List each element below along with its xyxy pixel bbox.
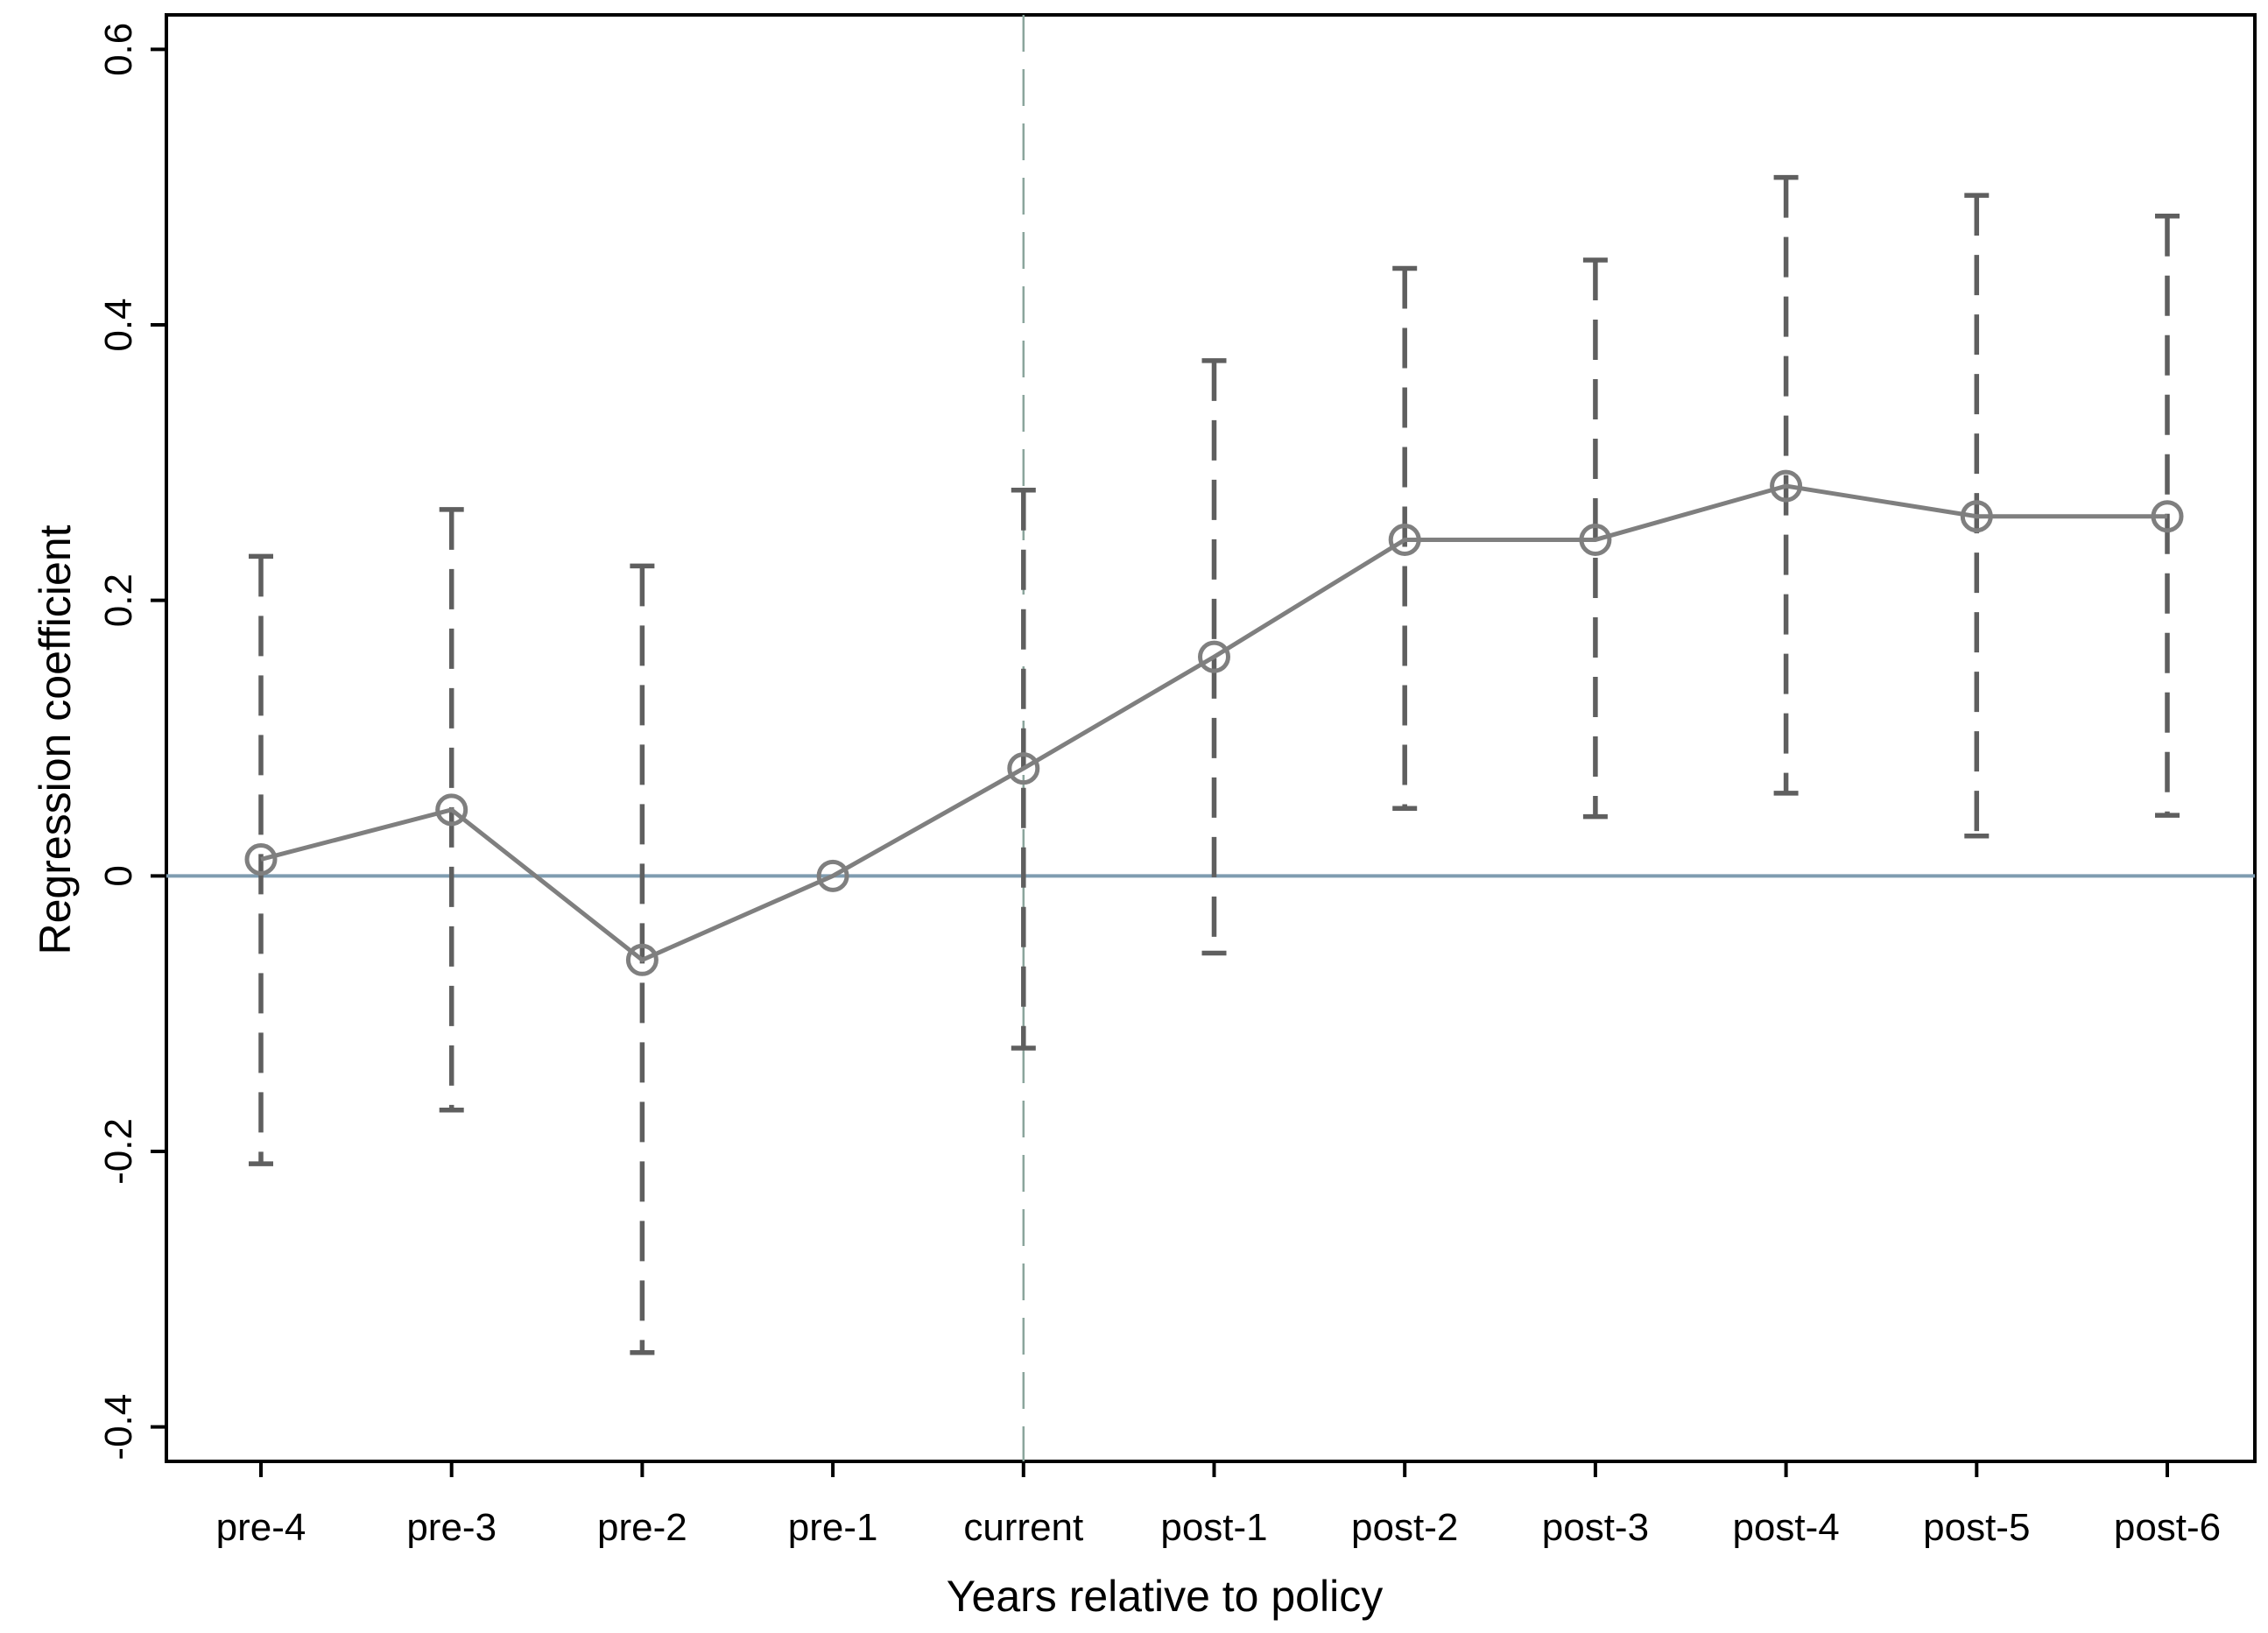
data-point	[2151, 500, 2184, 533]
data-point	[1198, 640, 1230, 673]
reference-lines	[166, 15, 2255, 1461]
data-point	[435, 793, 468, 827]
x-tick-label: pre-2	[597, 1506, 687, 1549]
data-points	[244, 469, 2184, 976]
x-tick-label: current	[963, 1506, 1083, 1549]
y-axis-title: Regression coefficient	[31, 524, 80, 954]
y-tick-label: 0.6	[97, 23, 140, 76]
series-line-group	[260, 483, 2167, 963]
x-tick-label: post-3	[1542, 1506, 1649, 1549]
y-tick-label: -0.4	[97, 1394, 140, 1461]
x-tick-label: post-4	[1732, 1506, 1839, 1549]
x-tick-label: post-1	[1160, 1506, 1267, 1549]
y-tick-label: -0.2	[97, 1118, 140, 1185]
data-point	[625, 943, 659, 976]
x-tick-label: pre-1	[788, 1506, 878, 1549]
data-point	[1007, 752, 1040, 785]
x-axis-title: Years relative to policy	[947, 1572, 1383, 1621]
x-tick-label: post-2	[1351, 1506, 1458, 1549]
data-point	[1388, 523, 1421, 556]
data-point	[244, 842, 278, 876]
data-point	[1770, 469, 1803, 503]
y-axis: -0.4 -0.2 0 0.2 0.4 0.6	[97, 23, 166, 1461]
y-tick-label: 0.2	[97, 574, 140, 627]
plot-frame	[165, 13, 2257, 1463]
x-tick-label: post-6	[2114, 1506, 2221, 1549]
data-point	[1579, 523, 1612, 556]
error-bars	[249, 174, 2180, 1355]
x-tick-label: pre-3	[406, 1506, 497, 1549]
coefficient-line	[260, 483, 2167, 963]
data-point	[816, 859, 849, 892]
y-tick-label: 0.4	[97, 298, 140, 351]
data-point	[1960, 500, 1993, 533]
x-tick-label: pre-4	[216, 1506, 306, 1549]
y-tick-label: 0	[97, 865, 140, 886]
x-axis: pre-4 pre-3 pre-2 pre-1 current post-1 post-2 p…	[216, 1461, 2221, 1549]
x-tick-label: post-5	[1923, 1506, 2030, 1549]
